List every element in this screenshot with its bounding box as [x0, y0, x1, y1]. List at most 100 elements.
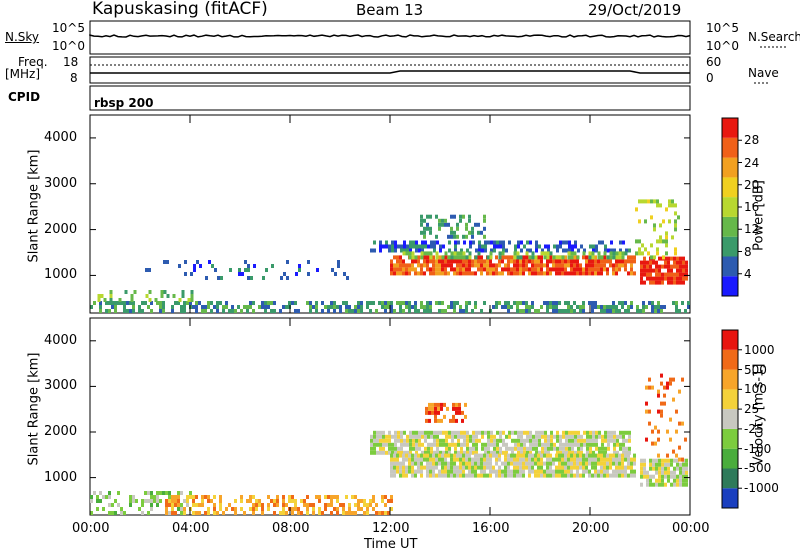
velocity-cell — [618, 465, 621, 470]
velocity-cell — [483, 465, 486, 470]
velocity-cell — [679, 478, 682, 483]
power-cell — [674, 211, 677, 216]
velocity-cell — [315, 495, 318, 499]
velocity-cell — [428, 406, 431, 411]
velocity-cell — [595, 430, 598, 435]
velocity-cell — [415, 446, 418, 451]
power-cell — [432, 259, 435, 264]
velocity-cell — [565, 446, 568, 451]
power-cell — [674, 227, 677, 232]
power-cell — [438, 263, 441, 268]
power-cell — [435, 251, 439, 256]
velocity-cell — [357, 507, 360, 511]
power-cell — [499, 244, 502, 249]
velocity-cell — [428, 410, 431, 415]
velocity-cell — [678, 421, 681, 426]
power-cell — [657, 305, 660, 309]
velocity-cell — [252, 495, 255, 499]
velocity-cell — [363, 503, 366, 507]
power-cell — [650, 199, 653, 204]
power-cell — [636, 309, 639, 313]
power-cell — [216, 301, 219, 305]
velocity-cell — [576, 453, 579, 458]
velocity-cell — [508, 430, 511, 435]
power-cell — [462, 271, 465, 276]
power-cell — [663, 305, 666, 309]
velocity-cell — [558, 457, 561, 462]
power-cell — [546, 255, 550, 260]
power-cell — [570, 267, 573, 272]
velocity-cell — [192, 499, 195, 503]
velocity-cell — [405, 453, 408, 458]
power-cell — [651, 305, 654, 309]
power-cell — [420, 255, 424, 260]
velocity-cell — [619, 446, 622, 451]
power-cell — [582, 301, 585, 305]
velocity-cell — [526, 450, 529, 455]
velocity-cell — [535, 450, 538, 455]
velocity-cell — [285, 503, 288, 507]
power-cell — [661, 272, 664, 277]
velocity-cell — [437, 406, 440, 411]
velocity-cell — [156, 499, 159, 503]
power-cell — [468, 255, 472, 260]
velocity-cell — [576, 473, 579, 478]
power-cell — [594, 255, 597, 260]
velocity-cell — [493, 438, 496, 443]
power-cell — [627, 271, 630, 276]
velocity-cell — [664, 458, 667, 463]
power-cell — [270, 309, 273, 313]
power-cell — [423, 271, 426, 276]
power-cell — [624, 309, 627, 313]
velocity-cell — [610, 430, 613, 435]
velocity-cell — [363, 511, 366, 515]
power-cell — [283, 272, 286, 276]
velocity-cell — [318, 495, 321, 499]
power-cell — [573, 263, 576, 268]
velocity-cell — [279, 511, 282, 515]
power-cell — [615, 255, 619, 260]
power-cell — [105, 309, 108, 313]
power-cell — [646, 276, 649, 281]
power-cell — [429, 271, 432, 276]
power-cell — [438, 255, 441, 260]
power-cell — [641, 243, 644, 248]
velocity-cell — [655, 470, 658, 475]
velocity-cell — [588, 473, 591, 478]
power-cell — [649, 264, 652, 269]
velocity-cell — [424, 430, 427, 435]
velocity-cell — [243, 511, 246, 515]
power-cell — [486, 263, 489, 268]
velocity-cell — [601, 442, 604, 447]
velocity-cell — [432, 469, 435, 474]
power-cell — [585, 259, 588, 264]
power-cell — [526, 248, 529, 253]
velocity-cell — [543, 453, 546, 458]
power-cell — [534, 255, 538, 260]
power-cell — [562, 240, 565, 245]
power-cell — [502, 244, 505, 249]
velocity-cell — [558, 465, 561, 470]
velocity-cell — [679, 474, 682, 479]
velocity-cell — [535, 446, 538, 451]
velocity-cell — [138, 507, 141, 511]
power-cell — [513, 271, 516, 276]
velocity-cell — [606, 457, 609, 462]
velocity-cell — [685, 470, 688, 475]
velocity-cell — [684, 437, 687, 442]
power-cell — [591, 305, 594, 309]
power-cell — [145, 268, 148, 272]
velocity-cell — [390, 465, 393, 470]
power-cell — [603, 309, 606, 313]
power-cell — [480, 309, 483, 313]
power-cell — [225, 301, 228, 305]
power-cell — [441, 218, 444, 223]
power-cell — [246, 309, 249, 313]
velocity-cell — [523, 446, 526, 451]
velocity-cell — [537, 453, 540, 458]
velocity-cell — [628, 438, 631, 443]
velocity-cell — [682, 462, 685, 467]
power-cell — [594, 267, 597, 272]
velocity-cell — [546, 469, 549, 474]
velocity-cell — [555, 473, 558, 478]
